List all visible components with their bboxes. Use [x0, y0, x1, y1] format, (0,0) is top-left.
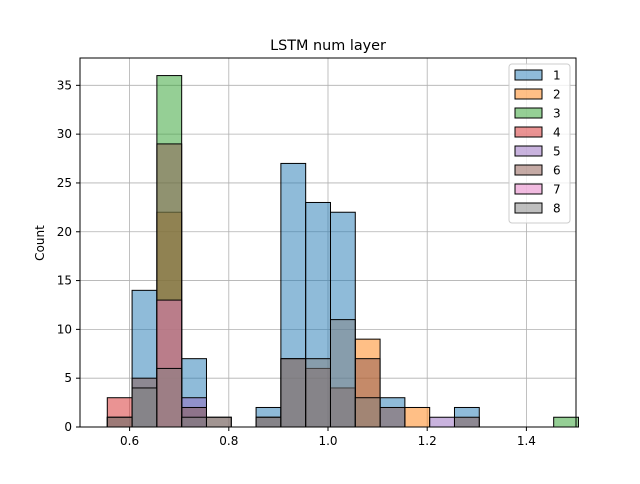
y-tick-label: 10 — [57, 322, 72, 336]
legend-swatch — [514, 183, 543, 195]
histogram-bar — [329, 319, 356, 428]
x-tick-label: 1.4 — [517, 434, 536, 448]
x-tick-label: 0.6 — [120, 434, 139, 448]
histogram-bar — [553, 416, 579, 428]
histogram-bar — [305, 358, 331, 428]
legend-swatch — [514, 126, 543, 138]
legend-label: 8 — [553, 202, 561, 216]
histogram-bar — [379, 406, 406, 428]
legend-label: 2 — [553, 88, 561, 102]
bars-layer — [106, 75, 579, 428]
legend-swatch — [514, 145, 543, 157]
histogram-bar — [453, 416, 480, 428]
legend-swatch — [514, 69, 543, 81]
y-tick-label: 0 — [64, 420, 72, 434]
histogram-bar — [280, 358, 307, 428]
histogram-bar — [106, 416, 133, 428]
chart-title: LSTM num layer — [270, 38, 386, 54]
legend-swatch — [514, 107, 543, 119]
histogram-bar — [404, 406, 431, 428]
y-tick-label: 30 — [57, 127, 72, 141]
y-tick-label: 15 — [57, 274, 72, 288]
legend-label: 4 — [553, 126, 561, 140]
legend-label: 7 — [553, 183, 561, 197]
legend-box — [508, 63, 571, 224]
legend-label: 6 — [553, 164, 561, 178]
legend: 1 2 3 4 5 6 7 8 — [508, 63, 571, 224]
y-tick-label: 5 — [64, 371, 72, 385]
histogram-bar — [255, 416, 282, 428]
legend-label: 5 — [553, 145, 561, 159]
histogram-bar — [429, 416, 455, 428]
y-tick-label: 35 — [57, 78, 72, 92]
histogram-bar — [156, 367, 183, 428]
y-axis-label: Count — [33, 225, 47, 261]
histogram-bar — [181, 416, 207, 428]
histogram-bar — [131, 387, 158, 428]
histogram-bar — [354, 397, 381, 428]
x-tick-label: 0.8 — [219, 434, 238, 448]
legend-label: 1 — [553, 69, 561, 83]
y-tick-label: 20 — [57, 225, 72, 239]
legend-swatch — [514, 164, 543, 176]
x-tick-label: 1.0 — [318, 434, 337, 448]
legend-label: 3 — [553, 107, 561, 121]
y-tick-label: 25 — [57, 176, 72, 190]
x-tick-label: 1.2 — [418, 434, 437, 448]
histogram-bar — [205, 416, 232, 428]
legend-swatch — [514, 202, 543, 214]
legend-swatch — [514, 88, 543, 100]
